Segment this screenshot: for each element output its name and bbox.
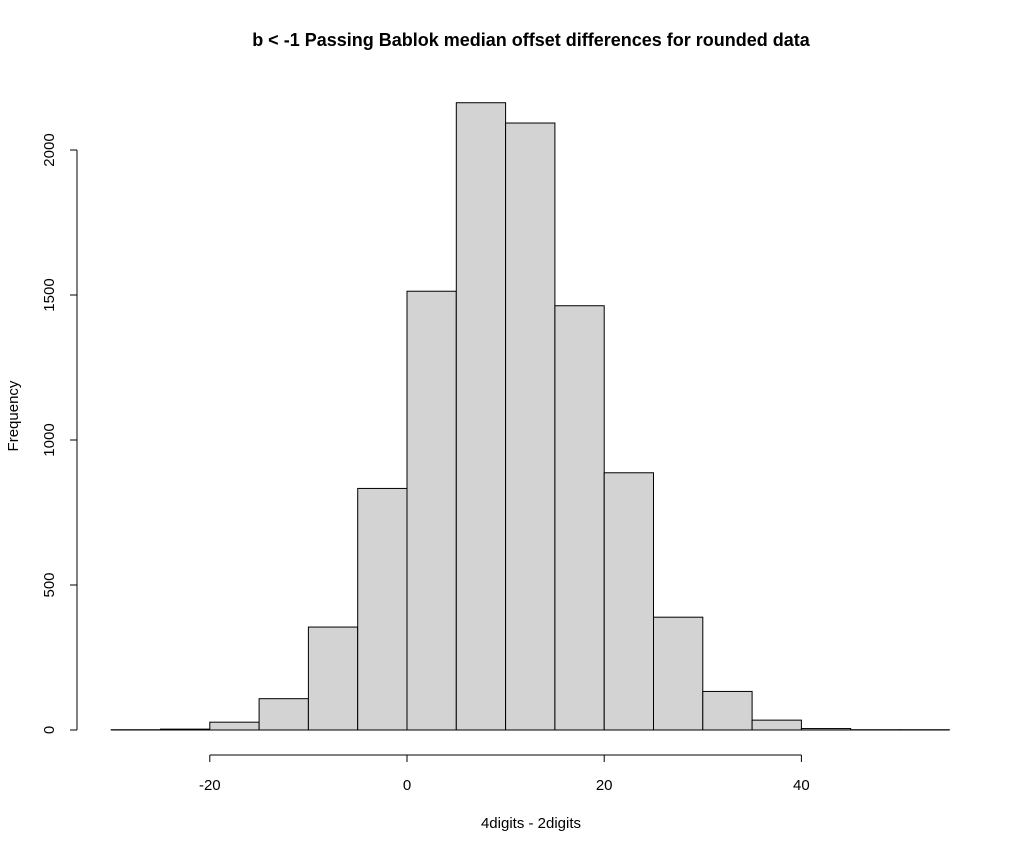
- histogram-bar: [800, 728, 852, 731]
- x-tick-label: -20: [199, 777, 221, 794]
- y-tick-label: 500: [41, 572, 58, 597]
- y-tick-label: 1000: [41, 423, 58, 456]
- y-axis: 0 500 1000 1500 2000: [41, 133, 78, 734]
- histogram-bar: [258, 698, 309, 731]
- x-axis-label: 4digits - 2digits: [481, 815, 581, 832]
- histogram-bar: [653, 616, 704, 731]
- x-tick-label: 0: [403, 777, 411, 794]
- y-tick-label: 1500: [41, 278, 58, 311]
- y-axis-label: Frequency: [5, 380, 22, 451]
- histogram-bar: [455, 102, 507, 731]
- histogram-bar: [505, 122, 556, 731]
- histogram-bar: [406, 290, 457, 731]
- histogram-bar: [751, 719, 802, 731]
- chart-title: b < -1 Passing Bablok median offset diff…: [252, 30, 811, 50]
- histogram-bar: [603, 472, 655, 731]
- x-axis: -20 0 20 40: [199, 754, 810, 794]
- y-tick-label: 0: [41, 726, 58, 734]
- histogram-bar: [307, 626, 359, 731]
- x-tick-label: 40: [793, 777, 810, 794]
- histogram-bar: [209, 721, 260, 731]
- y-tick-label: 2000: [41, 133, 58, 166]
- histogram-bar: [702, 690, 753, 731]
- histogram-bar: [160, 728, 211, 731]
- histogram-bars: [110, 102, 950, 731]
- histogram-bar: [357, 487, 408, 731]
- x-tick-label: 20: [596, 777, 613, 794]
- histogram-bar: [554, 305, 605, 731]
